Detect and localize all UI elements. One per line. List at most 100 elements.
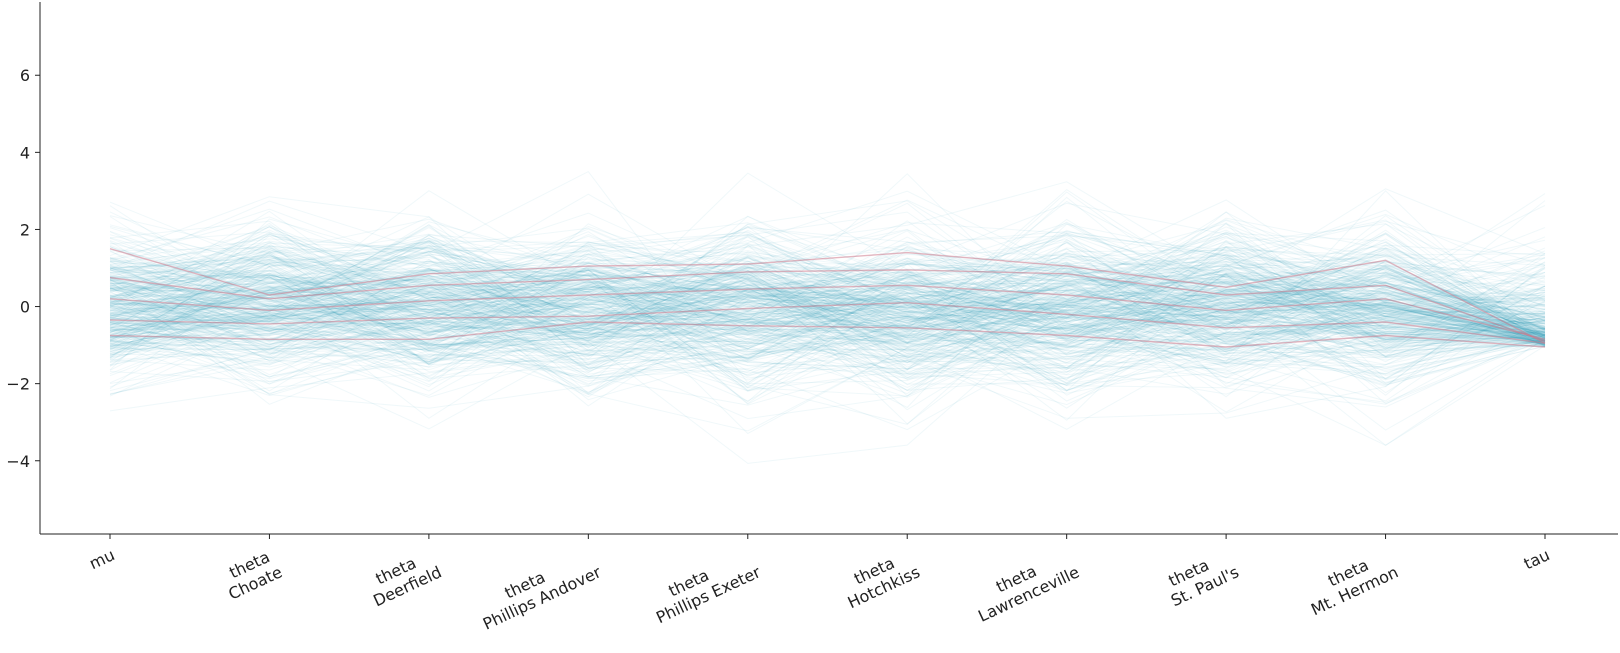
sample-line xyxy=(109,269,1546,353)
sample-line xyxy=(109,266,1546,368)
sample-line xyxy=(109,272,1546,353)
sample-line xyxy=(109,252,1546,384)
sample-line xyxy=(109,232,1546,331)
sample-line xyxy=(109,284,1546,394)
sample-line xyxy=(109,266,1546,419)
sample-line xyxy=(109,205,1546,395)
sample-line xyxy=(109,226,1546,336)
sample-line xyxy=(109,240,1546,352)
sample-line xyxy=(109,246,1546,375)
sample-line xyxy=(109,246,1546,324)
x-tick-label: thetaDeerfield xyxy=(370,553,444,610)
sample-line xyxy=(109,291,1546,385)
sample-line xyxy=(109,296,1546,346)
sample-line xyxy=(109,286,1546,352)
x-ticks: mu thetaChoate thetaDeerfield thetaPhillips… xyxy=(86,534,1553,634)
sample-line xyxy=(109,242,1546,431)
sample-line xyxy=(109,240,1546,339)
sample-line xyxy=(109,215,1546,349)
sample-line xyxy=(109,229,1546,392)
sample-line xyxy=(109,258,1546,340)
sample-line xyxy=(109,265,1546,377)
sample-line xyxy=(109,275,1546,345)
sample-line xyxy=(109,231,1546,389)
sample-line xyxy=(109,223,1546,371)
sample-line xyxy=(109,233,1546,327)
sample-line xyxy=(109,237,1546,335)
sample-line xyxy=(109,247,1546,396)
sample-line xyxy=(109,261,1546,336)
y-ticks: −4 −2 0 2 4 6 xyxy=(6,66,40,471)
sample-line xyxy=(109,311,1546,394)
sample-line xyxy=(109,244,1546,335)
sample-line xyxy=(109,250,1546,347)
sample-line xyxy=(109,293,1546,368)
sample-line xyxy=(109,200,1546,326)
sample-line xyxy=(109,262,1546,336)
sample-line xyxy=(109,253,1546,341)
sample-line xyxy=(109,245,1546,379)
sample-line xyxy=(109,226,1546,432)
sample-line xyxy=(109,248,1546,385)
sample-line xyxy=(109,231,1546,343)
x-tick-label-text: thetaChoate xyxy=(217,545,285,604)
sample-line xyxy=(109,241,1546,395)
sample-line xyxy=(109,256,1546,358)
sample-line xyxy=(109,267,1546,380)
sample-line xyxy=(109,300,1546,358)
sample-line xyxy=(109,223,1546,342)
x-tick-label-text: thetaMt. Hermon xyxy=(1300,545,1401,619)
sample-line xyxy=(109,292,1546,380)
sample-line xyxy=(109,230,1546,357)
x-tick-label-text: thetaPhillips Andover xyxy=(472,545,605,634)
sample-line xyxy=(109,218,1546,343)
sample-line xyxy=(109,224,1546,397)
sample-line xyxy=(109,286,1546,391)
sample-line xyxy=(109,284,1546,409)
x-tick-label-line: tau xyxy=(1521,545,1553,573)
y-tick-label: 6 xyxy=(20,66,30,85)
sample-line xyxy=(109,220,1546,334)
sample-line xyxy=(109,244,1546,374)
sample-line xyxy=(109,291,1546,364)
sample-line xyxy=(109,282,1546,391)
sample-line xyxy=(109,274,1546,387)
x-tick-label-text: tau xyxy=(1521,545,1553,573)
sample-line xyxy=(109,211,1546,329)
x-tick-label: thetaChoate xyxy=(217,545,285,604)
sample-line xyxy=(109,224,1546,362)
sample-line xyxy=(109,235,1546,331)
sample-line xyxy=(109,258,1546,332)
sample-line xyxy=(109,292,1546,408)
sample-line xyxy=(109,241,1546,351)
sample-line xyxy=(109,170,1546,384)
sample-line xyxy=(109,190,1546,378)
sample-line xyxy=(109,196,1546,361)
sample-line xyxy=(109,250,1546,370)
sample-line xyxy=(109,230,1546,336)
sample-lines xyxy=(109,170,1546,464)
sample-line xyxy=(109,219,1546,338)
sample-line xyxy=(109,281,1546,354)
sample-line xyxy=(109,235,1546,349)
sample-line xyxy=(109,231,1546,343)
sample-line xyxy=(109,246,1546,374)
sample-line xyxy=(109,320,1546,379)
divergent-line xyxy=(109,301,1546,344)
sample-line xyxy=(109,200,1546,352)
sample-line xyxy=(109,224,1546,425)
sample-line xyxy=(109,251,1546,365)
sample-line xyxy=(109,278,1546,361)
sample-line xyxy=(109,253,1546,382)
sample-line xyxy=(109,249,1546,332)
divergent-line xyxy=(109,269,1546,342)
sample-line xyxy=(109,255,1546,360)
x-tick-label: mu xyxy=(86,545,117,573)
sample-line xyxy=(109,217,1546,347)
sample-line xyxy=(109,273,1546,376)
sample-line xyxy=(109,181,1546,386)
sample-line xyxy=(109,290,1546,355)
sample-line xyxy=(109,274,1546,346)
sample-line xyxy=(109,292,1546,367)
sample-line xyxy=(109,263,1546,366)
